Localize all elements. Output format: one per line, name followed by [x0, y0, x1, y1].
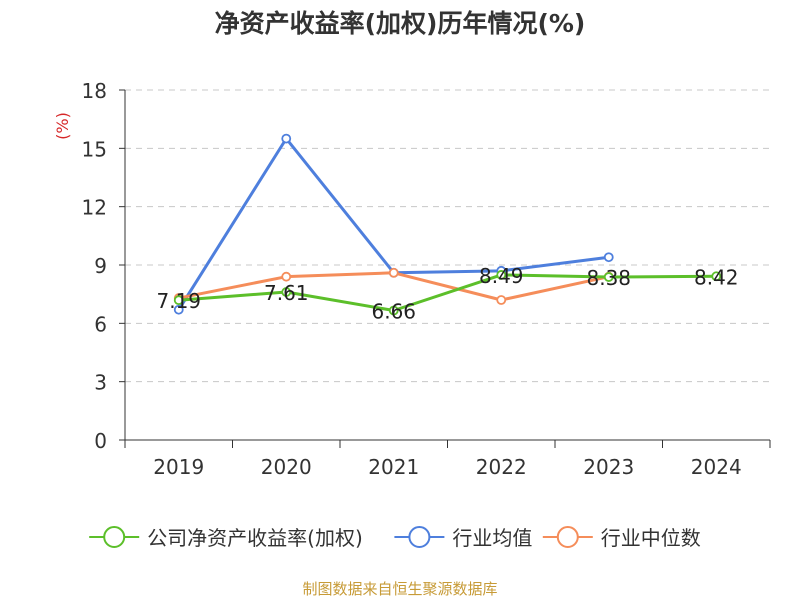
data-label: 6.66 — [371, 300, 416, 324]
y-tick-label: 12 — [82, 196, 107, 220]
y-axis-unit-label: (%) — [53, 112, 72, 140]
legend-item: 行业中位数 — [542, 526, 701, 550]
legend-circle-marker — [408, 526, 431, 548]
axes: 0 3 6 9 12 15 18 2019 2020 2021 2022 2023 2024 — [82, 79, 771, 479]
x-tick-label: 2024 — [691, 455, 742, 479]
y-tick-label: 6 — [94, 312, 107, 336]
data-point — [603, 272, 614, 282]
data-point — [496, 295, 507, 305]
series-line — [178, 273, 717, 312]
y-tick-label: 0 — [94, 429, 107, 453]
data-label: 8.38 — [586, 266, 631, 290]
data-point — [173, 295, 184, 306]
data-label: 8.42 — [694, 265, 739, 289]
y-tick-label: 9 — [94, 254, 107, 278]
x-tick-label: 2023 — [583, 455, 634, 479]
data-label: 7.61 — [264, 281, 309, 305]
legend: 公司净资产收益率(加权) 行业均值 行业中位数 — [89, 526, 701, 550]
chart-title: 净资产收益率(加权)历年情况(%) — [214, 9, 586, 38]
grid-lines — [125, 89, 770, 383]
legend-item: 行业均值 — [394, 526, 532, 550]
legend-label: 行业中位数 — [601, 526, 701, 550]
data-labels: 7.19 7.61 6.66 8.49 8.38 8.42 — [156, 264, 738, 324]
data-label: 8.49 — [479, 264, 524, 288]
x-tick-label: 2021 — [368, 455, 419, 479]
legend-item: 公司净资产收益率(加权) — [89, 526, 363, 550]
data-point — [281, 287, 292, 297]
x-tick-label: 2019 — [153, 455, 204, 479]
data-point — [173, 304, 184, 315]
legend-label: 行业均值 — [452, 526, 532, 550]
x-tick-label: 2022 — [476, 455, 527, 479]
data-point — [281, 133, 292, 144]
data-point — [711, 271, 722, 282]
data-point — [603, 252, 614, 263]
series-lines — [173, 133, 722, 316]
x-tick-label: 2020 — [261, 455, 312, 479]
legend-label: 公司净资产收益率(加权) — [147, 526, 363, 550]
data-source-note: 制图数据来自恒生聚源数据库 — [302, 580, 498, 598]
legend-circle-marker — [103, 526, 126, 548]
data-label: 7.19 — [156, 289, 201, 313]
data-point — [388, 305, 399, 316]
legend-circle-marker — [556, 526, 579, 548]
data-point — [281, 271, 292, 282]
data-point — [388, 267, 399, 278]
y-tick-label: 3 — [94, 371, 107, 395]
y-tick-label: 18 — [82, 79, 107, 103]
data-point — [496, 270, 507, 280]
y-tick-label: 15 — [82, 137, 107, 161]
